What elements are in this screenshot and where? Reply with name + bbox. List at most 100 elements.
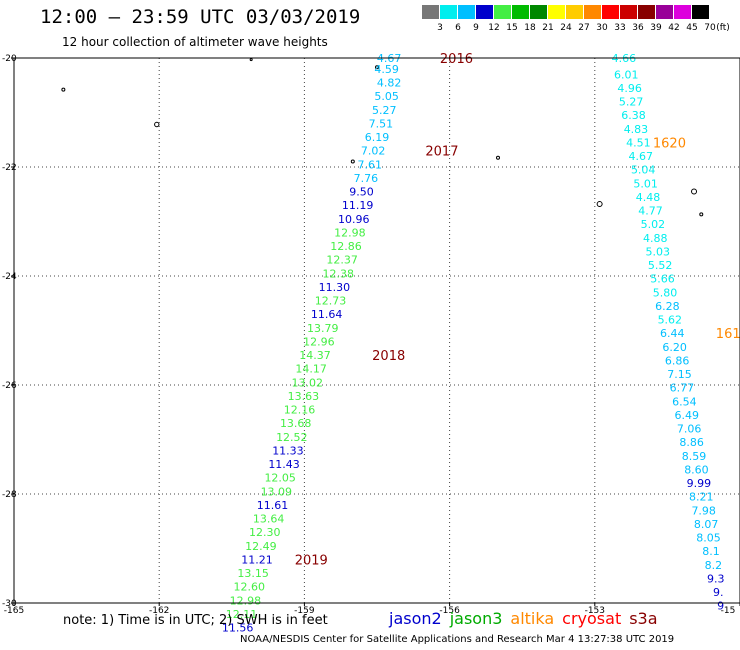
wave-height-value: 12.49 <box>245 540 277 553</box>
wave-height-value: 4.77 <box>638 205 663 218</box>
wave-height-value: 12.38 <box>323 267 355 280</box>
wave-height-value: 7.06 <box>677 423 702 436</box>
island-marker <box>496 155 500 160</box>
track-time-label: 2018 <box>372 349 405 364</box>
wave-height-value: 7.02 <box>361 145 386 158</box>
colorbar-swatch <box>638 5 656 19</box>
wave-height-value: 13.15 <box>237 567 269 580</box>
track-time-label: 2019 <box>295 553 328 568</box>
wave-height-value: 9.3 <box>707 572 725 585</box>
wave-height-value: 12.16 <box>284 404 316 417</box>
wave-height-value: 12.60 <box>233 581 265 594</box>
island-marker <box>249 58 253 62</box>
colorbar-label: 70 <box>704 23 716 33</box>
wave-height-value: 8.60 <box>684 463 709 476</box>
wave-height-value: 5.66 <box>650 273 675 286</box>
map-title: 12:00 – 23:59 UTC 03/03/2019 <box>40 6 361 28</box>
satellite-legend: jason2 jason3 altika cryosat s3a <box>389 609 666 628</box>
wave-height-value: 5.02 <box>641 218 666 231</box>
wave-height-value: 5.01 <box>633 177 658 190</box>
colorbar-swatch <box>422 5 440 19</box>
colorbar-swatch <box>458 5 476 19</box>
island-marker <box>350 159 355 164</box>
wave-height-value: 11.21 <box>241 553 273 566</box>
wave-height-value: 9.50 <box>349 186 374 199</box>
wave-height-value: 11.33 <box>272 444 304 457</box>
wave-height-value: 7.51 <box>369 117 394 130</box>
map-subtitle: 12 hour collection of altimeter wave hei… <box>62 35 328 49</box>
wave-height-value: 5.04 <box>631 164 656 177</box>
wave-height-value: 4.88 <box>643 232 668 245</box>
colorbar-label: 6 <box>455 23 461 33</box>
lat-tick-label: -20 <box>2 54 17 64</box>
island-marker <box>596 201 603 208</box>
lat-lon-grid <box>14 58 740 603</box>
wave-height-value: 4.96 <box>617 82 642 95</box>
colorbar-label: 36 <box>632 23 644 33</box>
wave-height-value: 7.76 <box>354 172 379 185</box>
wave-height-value: 9. <box>713 586 724 599</box>
colorbar-label: 39 <box>650 23 662 33</box>
wave-height-value: 11.19 <box>342 199 374 212</box>
wave-height-value: 4.48 <box>636 191 661 204</box>
track-time-label: 1619 <box>716 327 740 342</box>
wave-height-value: 13.79 <box>307 322 339 335</box>
wave-height-value: 12.98 <box>334 226 366 239</box>
footer-note: note: 1) Time is in UTC; 2) SWH is in fe… <box>63 613 328 628</box>
lon-tick-label: -15 <box>721 606 736 616</box>
wave-height-value: 7.61 <box>357 158 382 171</box>
wave-height-value: 14.17 <box>295 363 327 376</box>
colorbar-swatch <box>476 5 494 19</box>
wave-height-value: 12.11 <box>226 608 258 621</box>
wave-height-value: 12.37 <box>326 254 358 267</box>
wave-height-value: 6.54 <box>672 395 697 408</box>
colorbar-swatch <box>494 5 512 19</box>
wave-height-value: 8.59 <box>682 450 707 463</box>
satellite-s3a: s3a <box>629 609 658 628</box>
colorbar-swatch <box>530 5 548 19</box>
wave-height-value: 4.51 <box>626 136 651 149</box>
wave-height-value: 9 <box>717 600 724 613</box>
wave-height-value: 5.80 <box>653 286 678 299</box>
colorbar-swatch <box>620 5 638 19</box>
colorbar-label: 21 <box>542 23 554 33</box>
lon-tick-label: -156 <box>439 606 460 616</box>
wave-height-value: 7.15 <box>667 368 692 381</box>
wave-height-value: 12.86 <box>330 240 362 253</box>
colorbar-label: 45 <box>686 23 698 33</box>
wave-height-value: 11.64 <box>311 308 343 321</box>
colorbar-swatch <box>548 5 566 19</box>
track-time-label: 1620 <box>653 136 686 151</box>
wave-height-value: 8.86 <box>679 436 704 449</box>
wave-height-value: 12.96 <box>303 335 335 348</box>
wave-height-value: 6.01 <box>614 68 639 81</box>
wave-height-value: 12.30 <box>249 526 281 539</box>
wave-height-value: 6.49 <box>675 409 700 422</box>
wave-height-value: 14.37 <box>299 349 331 362</box>
wave-height-value: 6.28 <box>655 300 680 313</box>
lat-tick-label: -26 <box>2 381 17 391</box>
wave-height-value: 9.99 <box>687 477 712 490</box>
wave-height-value: 13.63 <box>288 390 320 403</box>
satellite-cryosat: cryosat <box>562 609 622 628</box>
wave-height-value: 6.77 <box>670 382 695 395</box>
wave-height-value: 4.67 <box>629 150 654 163</box>
wave-height-value: 6.19 <box>365 131 390 144</box>
wave-height-value: 11.61 <box>257 499 289 512</box>
wave-height-value: 8.21 <box>689 491 714 504</box>
satellite-altika: altika <box>510 609 555 628</box>
lat-tick-label: -22 <box>2 163 17 173</box>
wave-height-value: 8.05 <box>696 532 721 545</box>
wave-height-value: 11.30 <box>319 281 351 294</box>
track-jason3: 4.674.594.825.055.277.516.197.027.617.76… <box>222 52 473 635</box>
wave-height-value: 4.82 <box>377 77 402 90</box>
colorbar-unit: (ft) <box>716 23 730 33</box>
colorbar-label: 42 <box>668 23 680 33</box>
colorbar-label: 33 <box>614 23 626 33</box>
colorbar-label: 18 <box>524 23 536 33</box>
wave-height-value: 13.09 <box>261 485 293 498</box>
tracks-layer: 4.674.594.825.055.277.516.197.027.617.76… <box>222 52 740 635</box>
colorbar-swatch <box>674 5 692 19</box>
map-frame <box>13 57 740 604</box>
